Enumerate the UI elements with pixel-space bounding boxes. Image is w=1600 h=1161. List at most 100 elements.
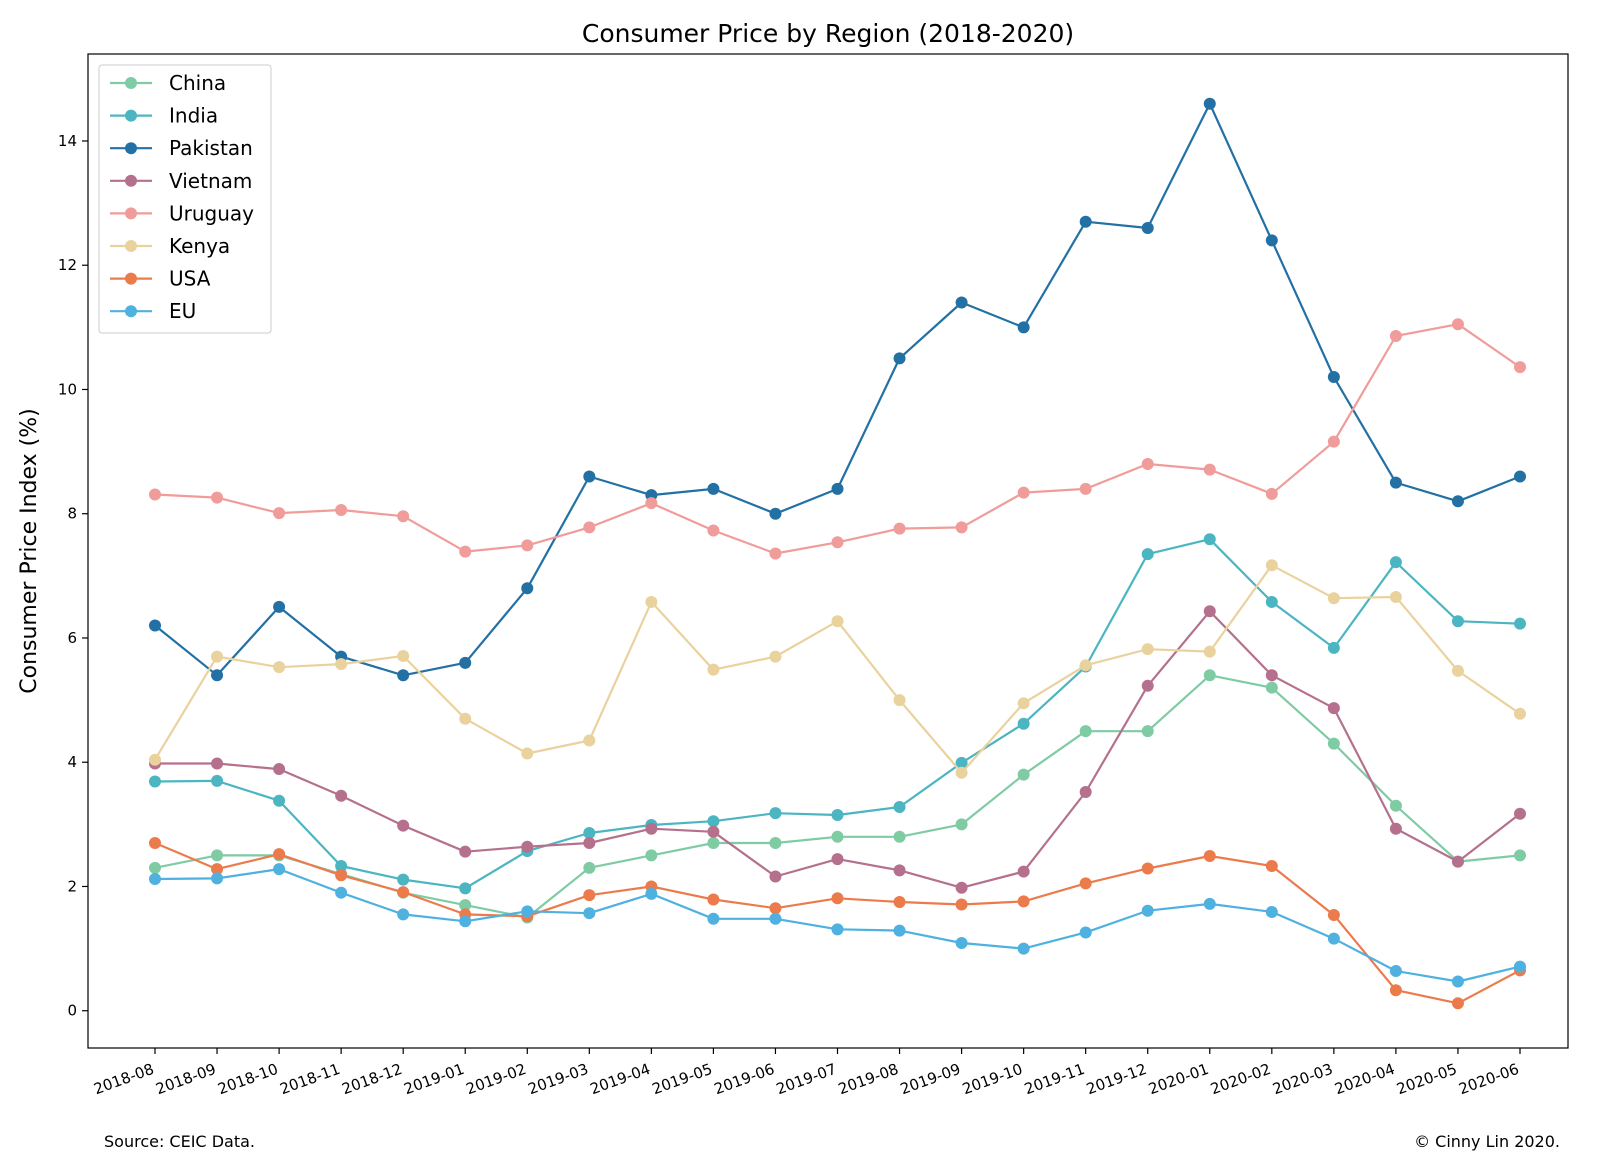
data-point: [645, 822, 658, 835]
data-point: [1389, 590, 1402, 603]
x-tick-label: 2019-11: [1022, 1060, 1087, 1098]
data-point: [521, 747, 534, 760]
data-point: [1451, 997, 1464, 1010]
data-point: [459, 845, 472, 858]
data-point: [1141, 725, 1154, 738]
data-point: [149, 873, 161, 886]
data-point: [707, 524, 720, 537]
copyright-note: © Cinny Lin 2020.: [1414, 1132, 1560, 1151]
y-tick-label: 0: [67, 1002, 77, 1020]
legend-item-uruguay: Uruguay: [110, 201, 254, 225]
data-point: [583, 889, 596, 902]
series-china: [149, 669, 1526, 924]
data-point: [1141, 643, 1154, 656]
data-point: [707, 893, 720, 906]
data-point: [831, 536, 844, 549]
data-point: [769, 870, 782, 883]
data-point: [273, 863, 286, 876]
data-point: [955, 756, 968, 769]
data-point: [459, 915, 472, 928]
data-point: [149, 775, 161, 788]
data-point: [955, 818, 968, 831]
data-point: [211, 650, 224, 663]
x-tick-label: 2018-10: [215, 1060, 280, 1098]
data-point: [273, 848, 286, 861]
series-group: [149, 97, 1526, 1010]
data-point: [1514, 960, 1526, 973]
data-point: [1141, 548, 1154, 561]
data-point: [335, 658, 348, 671]
legend-marker: [125, 109, 137, 122]
data-point: [1017, 865, 1030, 878]
data-point: [1203, 897, 1216, 910]
data-point: [211, 669, 224, 682]
data-point: [645, 849, 658, 862]
data-point: [831, 482, 844, 495]
data-point: [459, 899, 472, 912]
x-tick-label: 2019-10: [960, 1060, 1025, 1098]
data-point: [273, 763, 286, 776]
x-tick-label: 2020-05: [1394, 1060, 1459, 1098]
data-point: [707, 836, 720, 849]
data-point: [707, 815, 720, 828]
y-tick-label: 2: [67, 877, 77, 895]
data-point: [1389, 964, 1402, 977]
data-point: [1079, 926, 1092, 939]
data-point: [1451, 615, 1464, 628]
x-tick-label: 2018-12: [339, 1060, 404, 1098]
data-point: [1079, 725, 1092, 738]
data-point: [893, 830, 906, 843]
legend-label: EU: [169, 299, 196, 323]
legend-label: Pakistan: [169, 136, 253, 160]
data-point: [335, 859, 348, 872]
data-point: [1203, 669, 1216, 682]
data-point: [769, 912, 782, 925]
data-point: [1327, 641, 1340, 654]
x-axis: 2018-082018-092018-102018-112018-122019-…: [91, 1048, 1521, 1098]
data-point: [149, 619, 161, 632]
data-point: [1079, 877, 1092, 890]
y-tick-label: 4: [67, 753, 77, 771]
data-point: [1017, 942, 1030, 955]
data-point: [459, 712, 472, 725]
data-point: [397, 669, 410, 682]
data-point: [583, 734, 596, 747]
data-point: [1079, 786, 1092, 799]
data-point: [831, 615, 844, 628]
data-point: [335, 503, 348, 516]
data-point: [769, 836, 782, 849]
x-tick-label: 2018-08: [91, 1060, 156, 1098]
data-point: [893, 694, 906, 707]
data-point: [1203, 645, 1216, 658]
data-point: [1017, 717, 1030, 730]
data-point: [1451, 664, 1464, 677]
data-point: [955, 937, 968, 950]
legend-marker: [125, 305, 137, 318]
data-point: [521, 840, 534, 853]
legend-item-vietnam: Vietnam: [110, 169, 252, 193]
data-point: [149, 836, 161, 849]
plot-area: [87, 53, 1569, 1049]
data-point: [831, 809, 844, 822]
x-tick-label: 2020-02: [1208, 1060, 1273, 1098]
x-tick-label: 2020-06: [1456, 1060, 1521, 1098]
series-line: [154, 564, 1521, 774]
data-point: [1203, 463, 1216, 476]
data-point: [831, 892, 844, 905]
data-point: [583, 907, 596, 920]
legend-label: Uruguay: [169, 201, 254, 225]
data-point: [1141, 904, 1154, 917]
y-tick-label: 10: [58, 380, 77, 398]
data-point: [149, 488, 161, 501]
data-point: [1389, 556, 1402, 569]
y-axis: 0 2 4 6 8 10 12 14: [58, 132, 88, 1020]
data-point: [831, 853, 844, 866]
data-point: [1327, 737, 1340, 750]
legend-item-usa: USA: [110, 267, 211, 291]
data-point: [1017, 768, 1030, 781]
data-point: [1203, 850, 1216, 863]
y-tick-label: 12: [58, 256, 77, 274]
data-point: [211, 774, 224, 787]
x-tick-label: 2020-04: [1332, 1060, 1397, 1098]
data-point: [1265, 669, 1278, 682]
